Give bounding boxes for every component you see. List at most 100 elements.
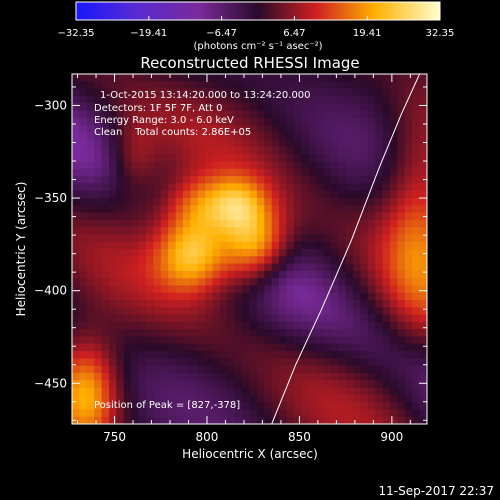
heatmap-cell [212,263,221,272]
heatmap-cell [175,161,184,170]
heatmap-cell [286,234,295,243]
heatmap-cell [404,300,413,308]
heatmap-cell [160,227,169,235]
heatmap-cell [94,227,102,235]
heatmap-cell [123,380,132,388]
heatmap-cell [390,380,398,388]
heatmap-cell [94,219,102,228]
heatmap-cell [316,249,324,257]
heatmap-cell [353,103,361,111]
heatmap-cell [249,351,258,359]
heatmap-cell [382,103,391,111]
heatmap-cell [249,365,258,374]
heatmap-cell [249,117,258,126]
heatmap-cell [390,263,398,272]
colorbar-tick-label: 19.41 [353,28,382,39]
heatmap-cell [197,278,206,286]
colorbar [75,1,441,21]
heatmap-cell [197,365,206,374]
heatmap-cell [404,139,413,148]
heatmap-cell [101,227,110,235]
heatmap-cell [190,365,199,374]
heatmap-cell [279,394,287,403]
heatmap-cell [256,81,265,89]
heatmap-cell [86,241,95,250]
heatmap-cell [175,336,184,345]
heatmap-cell [279,343,287,352]
heatmap-cell [375,270,384,279]
heatmap-cell [279,168,287,177]
heatmap-cell [131,256,139,264]
heatmap-cell [249,394,258,403]
heatmap-cell [227,416,236,424]
heatmap-cell [345,190,354,199]
heatmap-cell [175,212,184,221]
heatmap-cell [353,343,361,352]
heatmap-cell [197,219,206,228]
heatmap-cell [219,409,228,418]
heatmap-cell [175,205,184,213]
heatmap-cell [308,351,317,359]
heatmap-cell [197,176,206,184]
heatmap-cell [94,146,102,155]
heatmap-cell [227,146,236,155]
heatmap-cell [108,358,117,367]
heatmap-cell [234,74,243,82]
heatmap-cell [138,307,147,316]
heatmap-cell [330,219,339,228]
heatmap-cell [242,241,250,250]
heatmap-cell [345,132,354,141]
heatmap-cell [131,300,139,308]
heatmap-cell [419,372,427,381]
heatmap-cell [145,146,154,155]
heatmap-cell [286,256,295,264]
heatmap-cell [338,88,347,97]
heatmap-cell [308,168,317,177]
heatmap-cell [390,74,398,82]
heatmap-cell [375,314,384,323]
heatmap-cell [108,74,117,82]
heatmap-cell [256,380,265,388]
heatmap-cell [256,409,265,418]
heatmap-cell [94,278,102,286]
heatmap-cell [412,343,421,352]
heatmap-cell [330,300,339,308]
heatmap-cell [242,300,250,308]
heatmap-cell [316,358,324,367]
heatmap-cell [116,227,125,235]
heatmap-cell [323,241,332,250]
heatmap-cell [308,241,317,250]
heatmap-cell [323,132,332,141]
heatmap-cell [293,300,302,308]
heatmap-cell [271,256,280,264]
heatmap-cell [264,249,273,257]
heatmap-cell [242,74,250,82]
heatmap-cell [338,307,347,316]
heatmap-cell [242,95,250,104]
heatmap-cell [227,292,236,301]
heatmap-cell [108,146,117,155]
heatmap-cell [182,190,191,199]
heatmap-cell [160,205,169,213]
heatmap-cell [242,292,250,301]
heatmap-cell [271,307,280,316]
heatmap-cell [382,176,391,184]
heatmap-cell [390,351,398,359]
heatmap-cell [227,278,236,286]
heatmap-cell [160,183,169,192]
heatmap-cell [345,183,354,192]
heatmap-cell [397,372,406,381]
heatmap-cell [256,314,265,323]
heatmap-cell [131,88,139,97]
heatmap-cell [212,416,221,424]
heatmap-cell [286,183,295,192]
heatmap-cell [353,81,361,89]
heatmap-cell [249,321,258,330]
heatmap-cell [219,125,228,133]
heatmap-cell [160,336,169,345]
heatmap-cell [367,314,376,323]
heatmap-cell [94,176,102,184]
heatmap-cell [264,278,273,286]
heatmap-cell [345,103,354,111]
heatmap-cell [168,168,176,177]
